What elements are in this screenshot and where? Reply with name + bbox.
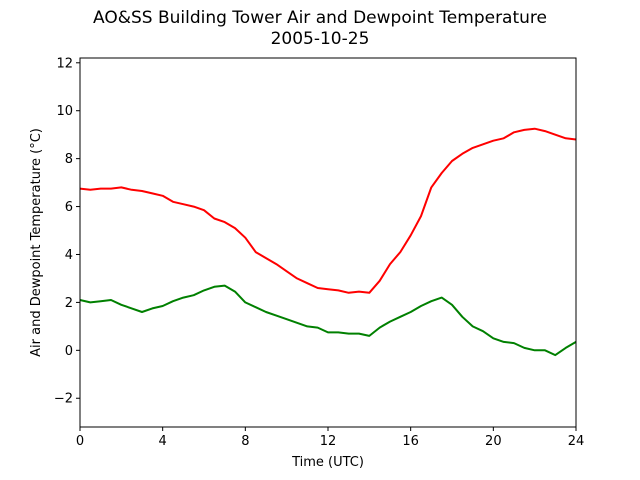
chart-subtitle: 2005-10-25 xyxy=(270,29,370,49)
x-tick-label: 8 xyxy=(241,434,249,449)
series-line-1 xyxy=(79,127,577,294)
x-tick-label: 20 xyxy=(485,434,502,449)
y-tick-label: −2 xyxy=(54,392,73,407)
y-tick-label: 6 xyxy=(65,200,73,215)
y-tick-label: 8 xyxy=(65,152,73,167)
x-tick-label: 0 xyxy=(76,434,84,449)
x-tick-label: 12 xyxy=(320,434,337,449)
y-tick-label: 10 xyxy=(56,104,73,119)
chart-title: AO&SS Building Tower Air and Dewpoint Te… xyxy=(92,8,547,28)
y-tick-label: 12 xyxy=(56,56,73,71)
y-axis-label: Air and Dewpoint Temperature (°C) xyxy=(29,128,44,357)
y-tick-label: 2 xyxy=(65,296,73,311)
y-tick-label: 0 xyxy=(65,344,73,359)
series-lines xyxy=(79,127,577,357)
x-tick-label: 16 xyxy=(402,434,419,449)
series-line-2 xyxy=(79,284,577,357)
y-tick-label: 4 xyxy=(65,248,73,263)
plot-frame xyxy=(79,57,577,428)
x-tick-label: 24 xyxy=(568,434,585,449)
x-axis-label: Time (UTC) xyxy=(291,455,364,470)
x-tick-label: 4 xyxy=(159,434,167,449)
